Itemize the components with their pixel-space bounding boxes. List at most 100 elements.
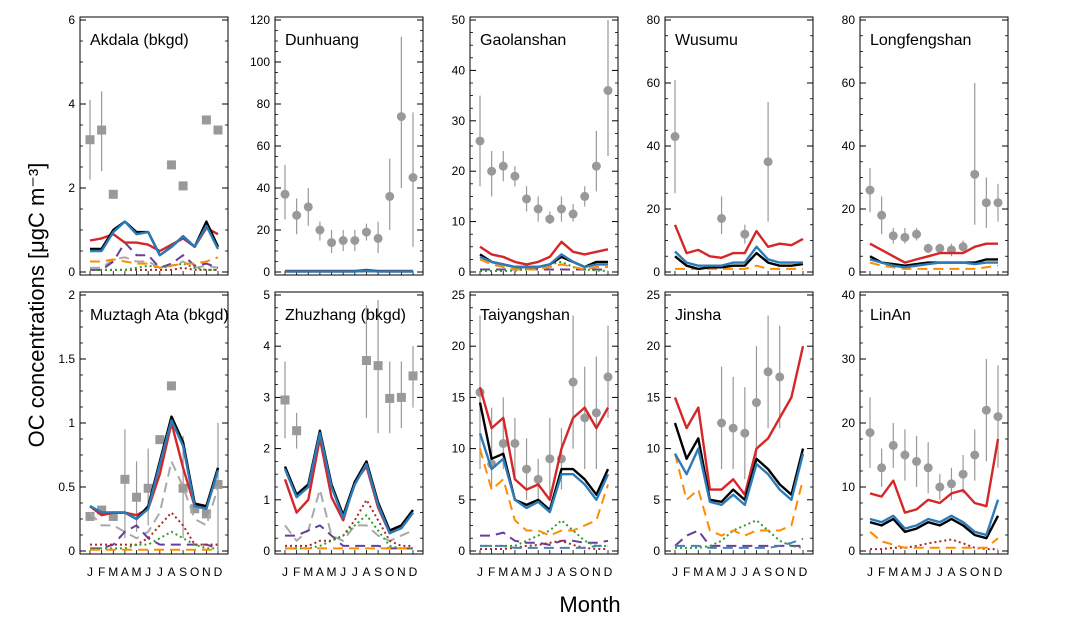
obs-square-point bbox=[85, 135, 95, 145]
month-label: S bbox=[179, 565, 187, 579]
panel-frame bbox=[664, 291, 814, 555]
series-line-model-total-black bbox=[89, 415, 220, 521]
obs-square-point bbox=[97, 125, 107, 135]
y-tick-label: 0 bbox=[848, 265, 855, 279]
month-label: F bbox=[683, 565, 690, 579]
month-label: D bbox=[799, 565, 808, 579]
y-tick-label: 20 bbox=[842, 416, 856, 430]
obs-square-point bbox=[361, 356, 371, 366]
panel-title: Muztagh Ata (bkgd) bbox=[90, 307, 229, 324]
obs-square-point bbox=[132, 492, 142, 502]
month-label: M bbox=[303, 565, 313, 579]
obs-circle-point bbox=[545, 214, 555, 224]
obs-square-point bbox=[108, 511, 118, 521]
obs-circle-point bbox=[923, 463, 933, 473]
obs-circle-point bbox=[740, 229, 750, 239]
y-tick-label: 80 bbox=[647, 13, 661, 27]
panel-title: LinAn bbox=[870, 307, 911, 324]
month-label: F bbox=[488, 565, 495, 579]
month-label: O bbox=[580, 565, 589, 579]
obs-circle-point bbox=[568, 377, 578, 387]
month-label: J bbox=[282, 565, 288, 579]
y-tick-label: 120 bbox=[250, 13, 270, 27]
month-label: A bbox=[362, 565, 370, 579]
month-label: J bbox=[535, 565, 541, 579]
obs-circle-point bbox=[728, 423, 738, 433]
obs-circle-point bbox=[568, 209, 578, 219]
y-tick-label: 5 bbox=[458, 493, 465, 507]
series-line-model-red bbox=[479, 240, 609, 266]
obs-square-point bbox=[108, 189, 118, 199]
y-tick-label: 40 bbox=[842, 139, 856, 153]
month-label: N bbox=[787, 565, 796, 579]
series-line-model-blue bbox=[90, 220, 220, 257]
y-tick-label: 0 bbox=[263, 544, 270, 558]
obs-circle-point bbox=[498, 161, 508, 171]
series-line-green-dotted bbox=[90, 530, 218, 550]
month-label: M bbox=[132, 565, 142, 579]
obs-circle-point bbox=[591, 408, 601, 418]
obs-square-point bbox=[292, 426, 302, 436]
obs-square-point bbox=[97, 505, 107, 515]
month-label: J bbox=[925, 565, 931, 579]
y-tick-label: 80 bbox=[842, 13, 856, 27]
obs-circle-point bbox=[763, 157, 773, 167]
obs-square-point bbox=[166, 160, 176, 170]
y-tick-label: 2 bbox=[68, 181, 75, 195]
y-tick-label: 1 bbox=[263, 493, 270, 507]
obs-circle-point bbox=[970, 450, 980, 460]
obs-circle-point bbox=[717, 213, 727, 223]
series-line-brown-dotted bbox=[480, 539, 608, 550]
month-label: M bbox=[498, 565, 508, 579]
series-line-model-blue bbox=[674, 245, 803, 267]
panel-title: Gaolanshan bbox=[480, 32, 566, 49]
series-line-brown-dotted bbox=[285, 498, 413, 547]
series-line-purple-dashed bbox=[480, 531, 609, 546]
obs-circle-point bbox=[935, 243, 945, 253]
month-label: M bbox=[108, 565, 118, 579]
obs-square-point bbox=[120, 474, 130, 484]
panel-title: Akdala (bkgd) bbox=[90, 32, 189, 49]
month-label: J bbox=[477, 565, 483, 579]
y-tick-label: 0.5 bbox=[58, 480, 75, 494]
obs-circle-point bbox=[751, 398, 761, 408]
obs-circle-point bbox=[970, 169, 980, 179]
obs-square-point bbox=[373, 361, 383, 371]
obs-circle-point bbox=[775, 372, 785, 382]
month-label: A bbox=[316, 565, 324, 579]
panel-1: 0 20 40 60 80 100 120 Dunhuang bbox=[250, 13, 424, 279]
y-tick-label: 0 bbox=[653, 265, 660, 279]
y-tick-label: 3 bbox=[263, 390, 270, 404]
obs-circle-point bbox=[900, 450, 910, 460]
y-tick-label: 100 bbox=[250, 55, 270, 69]
y-axis-label: OC concentrations [μgC m⁻³] bbox=[24, 163, 49, 448]
panel-title: Longfengshan bbox=[870, 32, 971, 49]
panel-frame bbox=[859, 16, 1009, 276]
month-label: M bbox=[522, 565, 532, 579]
obs-circle-point bbox=[510, 171, 520, 181]
obs-circle-point bbox=[912, 229, 922, 239]
obs-circle-point bbox=[591, 161, 601, 171]
y-tick-label: 0 bbox=[653, 544, 660, 558]
obs-circle-point bbox=[556, 204, 566, 214]
obs-circle-point bbox=[946, 479, 956, 489]
month-label: S bbox=[374, 565, 382, 579]
y-tick-label: 40 bbox=[452, 63, 466, 77]
month-label: A bbox=[121, 565, 129, 579]
obs-circle-point bbox=[327, 238, 337, 248]
series-line-model-red bbox=[89, 421, 220, 517]
y-tick-label: 10 bbox=[647, 442, 661, 456]
series-line-brown-dotted bbox=[90, 511, 218, 546]
y-tick-label: 4 bbox=[263, 339, 270, 353]
month-label: S bbox=[959, 565, 967, 579]
obs-circle-point bbox=[981, 198, 991, 208]
obs-circle-point bbox=[533, 204, 543, 214]
obs-square-point bbox=[166, 381, 176, 391]
obs-circle-point bbox=[670, 132, 680, 142]
y-tick-label: 2 bbox=[68, 288, 75, 302]
obs-circle-point bbox=[958, 242, 968, 252]
obs-square-point bbox=[190, 504, 200, 514]
